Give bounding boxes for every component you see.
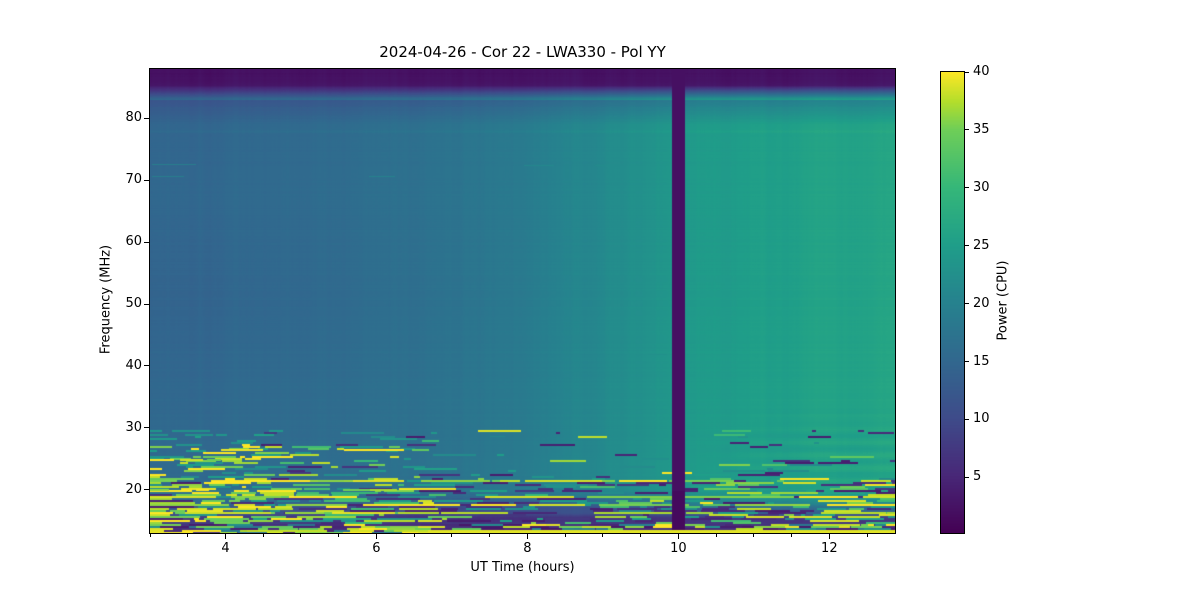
y-tick-label: 20 xyxy=(125,481,142,497)
x-minor-tick xyxy=(715,534,717,537)
colorbar-tick xyxy=(965,187,969,189)
x-minor-tick xyxy=(791,534,793,537)
x-major-tick xyxy=(526,534,528,539)
colorbar-tick xyxy=(965,303,969,305)
y-major-tick xyxy=(144,303,149,305)
x-minor-tick xyxy=(564,534,566,537)
y-tick-label: 60 xyxy=(125,234,142,250)
colorbar-tick-label: 15 xyxy=(973,353,990,369)
x-major-tick xyxy=(828,534,830,539)
y-tick-label: 70 xyxy=(125,172,142,188)
y-major-tick xyxy=(144,427,149,429)
x-minor-tick xyxy=(602,534,604,537)
x-minor-tick xyxy=(866,534,868,537)
y-tick-label: 80 xyxy=(125,110,142,126)
colorbar-tick xyxy=(965,245,969,247)
x-tick-label: 12 xyxy=(821,541,838,556)
x-minor-tick xyxy=(300,534,302,537)
colorbar-tick-label: 25 xyxy=(973,237,990,253)
y-tick-label: 40 xyxy=(125,357,142,373)
x-minor-tick xyxy=(338,534,340,537)
y-major-tick xyxy=(144,365,149,367)
x-minor-tick xyxy=(753,534,755,537)
spectrogram-plot xyxy=(149,68,896,534)
y-tick-label: 50 xyxy=(125,296,142,312)
colorbar-tick xyxy=(965,129,969,131)
x-minor-tick xyxy=(262,534,264,537)
colorbar xyxy=(940,71,965,534)
x-minor-tick xyxy=(489,534,491,537)
y-major-tick xyxy=(144,241,149,243)
colorbar-tick-label: 40 xyxy=(973,64,990,79)
y-tick-label: 30 xyxy=(125,419,142,435)
colorbar-tick-label: 5 xyxy=(973,469,982,485)
x-tick-label: 8 xyxy=(523,541,532,556)
colorbar-tick xyxy=(965,71,969,73)
y-major-tick xyxy=(144,117,149,119)
spectrogram-canvas xyxy=(150,69,895,533)
colorbar-tick xyxy=(965,361,969,363)
x-minor-tick xyxy=(451,534,453,537)
colorbar-tick-label: 20 xyxy=(973,295,990,311)
x-tick-label: 10 xyxy=(670,541,687,556)
x-minor-tick xyxy=(640,534,642,537)
y-major-tick xyxy=(144,489,149,491)
colorbar-tick-label: 10 xyxy=(973,411,990,427)
colorbar-tick xyxy=(965,476,969,478)
x-minor-tick xyxy=(187,534,189,537)
colorbar-tick-label: 35 xyxy=(973,121,990,137)
x-major-tick xyxy=(677,534,679,539)
figure-title: 2024-04-26 - Cor 22 - LWA330 - Pol YY xyxy=(379,43,666,61)
x-tick-label: 4 xyxy=(221,541,230,556)
colorbar-tick xyxy=(965,418,969,420)
x-tick-label: 6 xyxy=(372,541,381,556)
x-minor-tick xyxy=(149,534,151,537)
x-minor-tick xyxy=(413,534,415,537)
colorbar-gradient xyxy=(941,72,964,533)
x-major-tick xyxy=(375,534,377,539)
y-major-tick xyxy=(144,179,149,181)
x-axis-label: UT Time (hours) xyxy=(470,560,575,575)
x-major-tick xyxy=(224,534,226,539)
colorbar-tick-label: 30 xyxy=(973,179,990,195)
